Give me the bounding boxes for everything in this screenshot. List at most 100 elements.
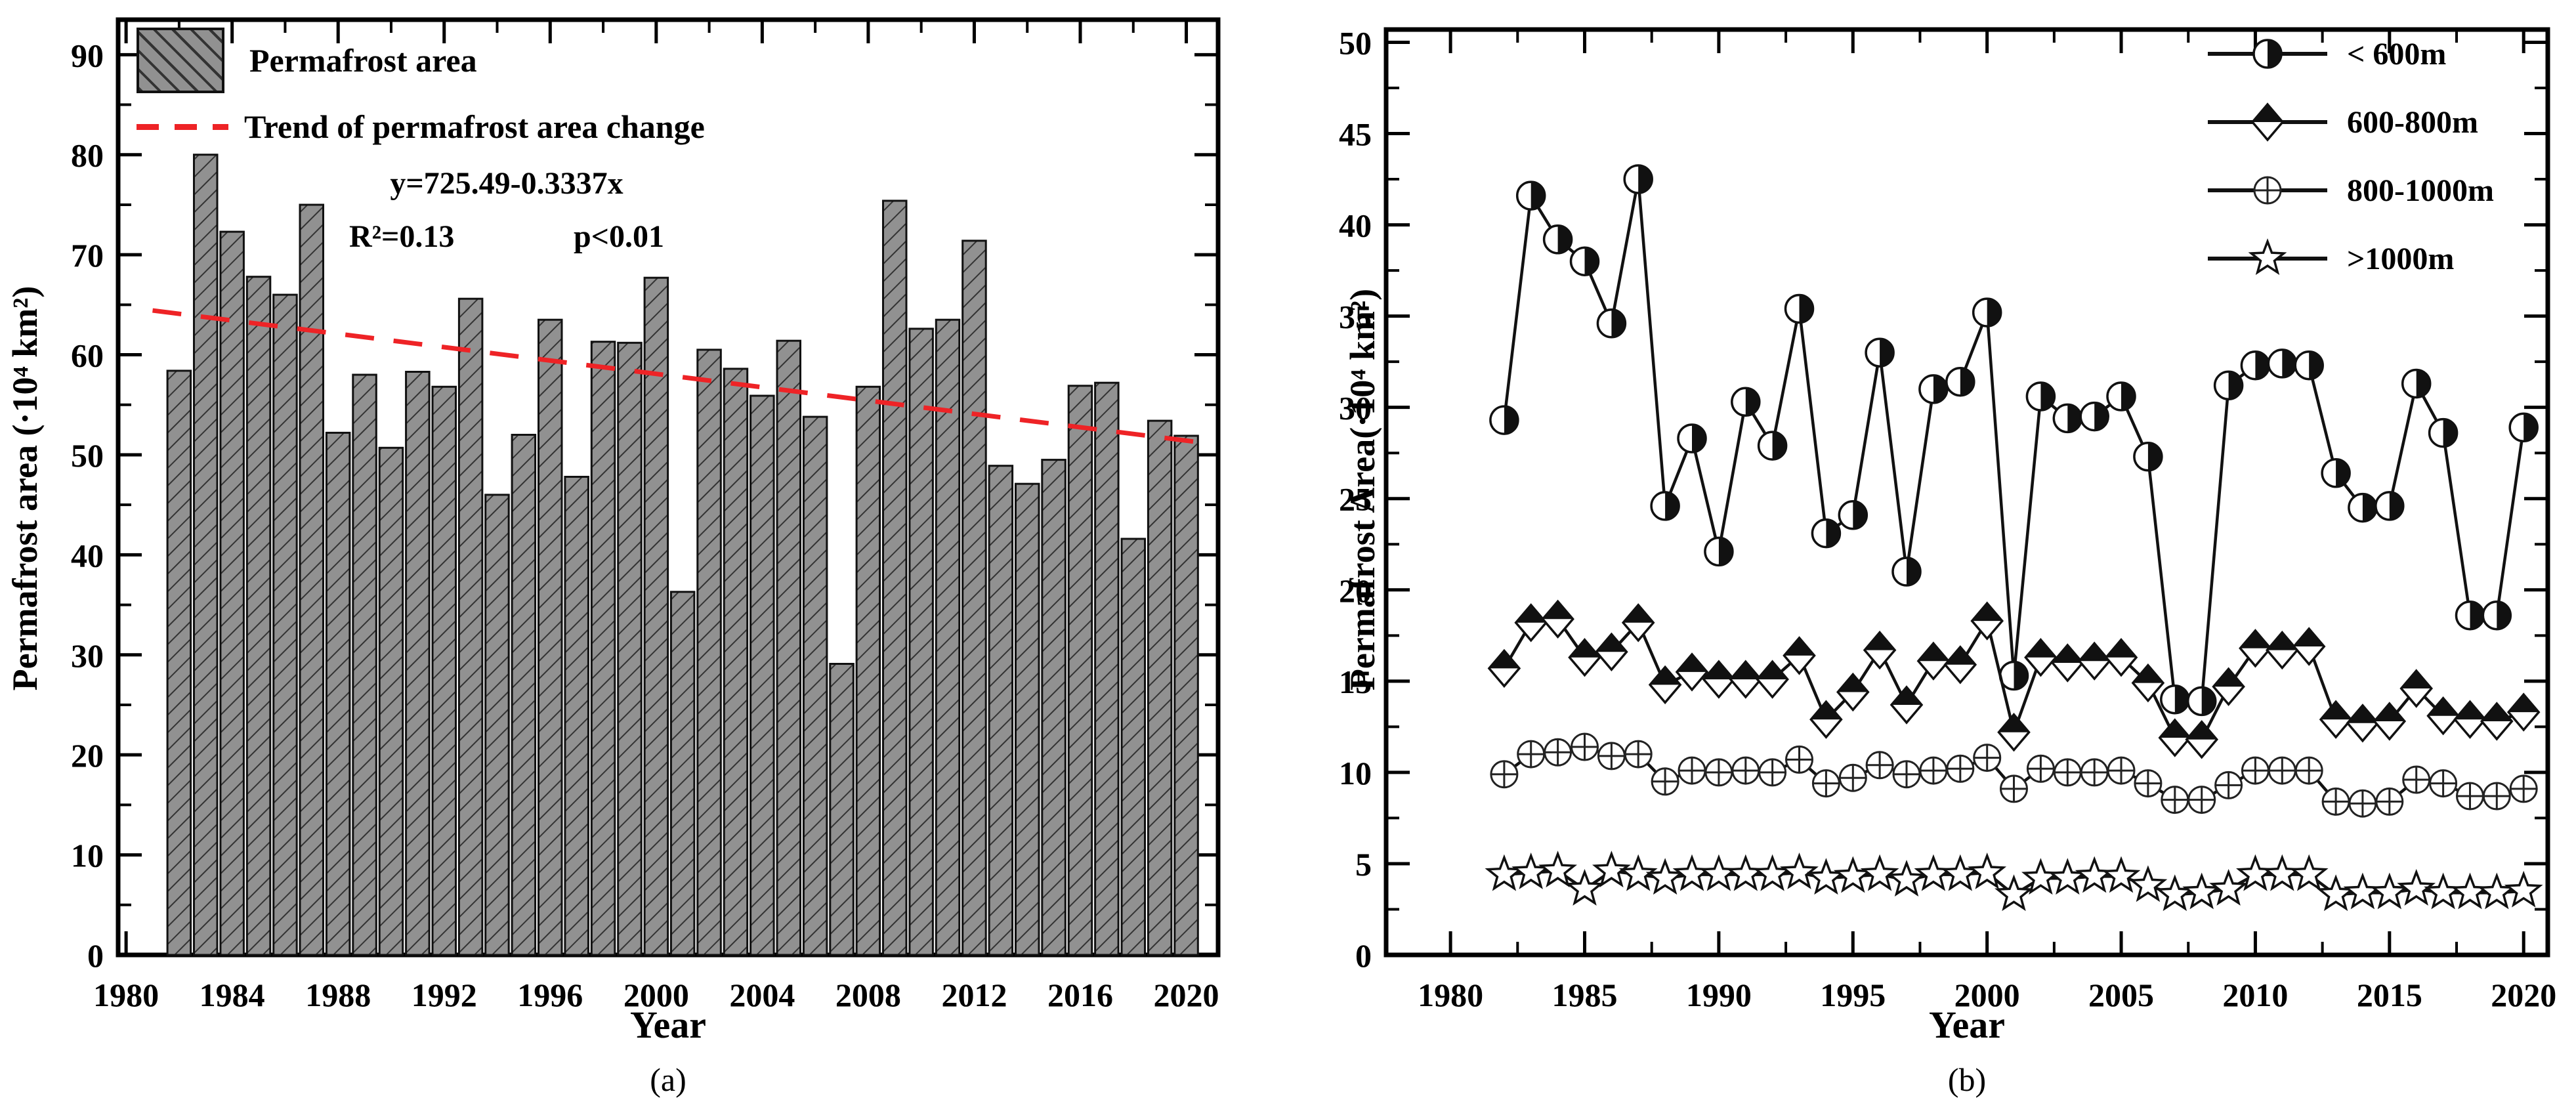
bar-year-2011 <box>935 318 961 956</box>
red-dashed-line-swatch <box>137 123 228 130</box>
bar-year-1992 <box>431 385 457 956</box>
legend-item-trend: Trend of permafrost area change <box>137 108 705 146</box>
x-tick-label: 2008 <box>835 977 901 1013</box>
x-tick-label: 1996 <box>517 977 583 1013</box>
bar-year-2008 <box>855 385 881 956</box>
bar-year-2016 <box>1067 385 1093 956</box>
bar-year-1997 <box>564 476 589 956</box>
equation-line: y=725.49-0.3337x <box>390 166 623 201</box>
caption-b: (b) <box>1947 1061 1987 1098</box>
line-series-1 <box>1487 599 2541 759</box>
x-tick-label: 2004 <box>729 977 795 1013</box>
y-tick-label: 20 <box>1339 572 1372 609</box>
legend-b: < 600m 600-800m 800-1000m >1000m <box>2205 33 2494 306</box>
legend-label: 600-800m <box>2347 104 2478 140</box>
bar-year-2017 <box>1094 381 1120 956</box>
line-series-3 <box>1485 851 2543 912</box>
half-filled-circle-icon <box>2208 39 2327 69</box>
bar-year-2007 <box>829 663 855 956</box>
bar-year-1989 <box>352 373 377 956</box>
bar-year-1986 <box>272 293 298 956</box>
x-axis-title-b: Year <box>1929 1003 2005 1046</box>
y-tick-label: 10 <box>1339 755 1372 792</box>
x-tick-label: 2020 <box>1154 977 1219 1013</box>
bar-year-2009 <box>882 200 908 956</box>
bar-year-2015 <box>1041 459 1066 956</box>
y-tick-label: 60 <box>71 337 104 374</box>
y-tick-label: 20 <box>71 737 104 774</box>
x-tick-label: 2016 <box>1047 977 1113 1013</box>
y-tick-label: 45 <box>1339 116 1372 153</box>
circle-plus-icon <box>2208 176 2327 205</box>
y-tick-label: 25 <box>1339 481 1372 518</box>
bar-year-2013 <box>988 465 1014 956</box>
x-tick-label: 1988 <box>305 977 371 1013</box>
line-series-2 <box>1490 732 2538 818</box>
bar-year-2002 <box>696 348 722 956</box>
bar-year-2018 <box>1120 538 1146 956</box>
y-tick-label: 90 <box>71 37 104 74</box>
bar-year-2005 <box>776 339 801 956</box>
bar-year-1998 <box>590 341 616 956</box>
bar-year-2006 <box>802 415 828 956</box>
bar-year-1994 <box>484 494 510 956</box>
legend-label: 800-1000m <box>2347 173 2494 208</box>
x-tick-label: 2012 <box>941 977 1007 1013</box>
x-tick-label: 2000 <box>1954 977 2020 1013</box>
y-tick-label: 80 <box>71 137 104 174</box>
bar-year-1995 <box>511 434 537 956</box>
y-tick-label: 35 <box>1339 299 1372 335</box>
x-tick-label: 1984 <box>200 977 265 1013</box>
x-tick-label: 1980 <box>1418 977 1483 1013</box>
legend-item-800-1000m: 800-1000m <box>2205 169 2494 211</box>
y-tick-label: 5 <box>1355 846 1372 883</box>
x-tick-label: 2005 <box>2088 977 2154 1013</box>
hatched-bar-swatch <box>137 28 224 93</box>
y-tick-label: 30 <box>71 637 104 674</box>
legend-label: Permafrost area <box>249 42 477 79</box>
y-tick-label: 40 <box>1339 207 1372 244</box>
x-tick-label: 2000 <box>623 977 689 1013</box>
legend-item-permafrost-area: Permafrost area <box>137 28 705 93</box>
y-axis-title-a: Permafrost area (·10⁴ km²) <box>5 285 45 691</box>
line-series-0 <box>1489 164 2539 717</box>
bar-year-2000 <box>643 276 669 956</box>
trend-line <box>152 308 1206 446</box>
x-tick-label: 1980 <box>93 977 159 1013</box>
axes: 1980 1985 1990 1995 2000 2005 2010 2015 20200510… <box>1339 24 2556 1013</box>
bar-year-2010 <box>908 327 934 956</box>
legend-item-gt1000m: >1000m <box>2205 238 2494 280</box>
legend-a: Permafrost area Trend of permafrost area… <box>137 28 705 160</box>
bar-year-2003 <box>723 368 749 956</box>
x-tick-label: 1985 <box>1552 977 1617 1013</box>
p-value: p<0.01 <box>573 219 664 254</box>
bar-year-1982 <box>166 369 192 956</box>
bar-year-1983 <box>193 154 219 956</box>
legend-label: Trend of permafrost area change <box>244 108 705 145</box>
y-tick-label: 30 <box>1339 390 1372 427</box>
legend-label: >1000m <box>2347 241 2455 276</box>
legend-item-lt600m: < 600m <box>2205 33 2494 75</box>
equation-stats: R²=0.13 p<0.01 <box>349 219 664 255</box>
bar-year-1993 <box>457 297 484 956</box>
bar-series <box>166 154 1199 956</box>
bar-year-1991 <box>405 371 431 956</box>
bar-year-1996 <box>538 318 563 956</box>
x-tick-label: 2020 <box>2491 977 2556 1013</box>
bar-year-2001 <box>669 591 696 956</box>
y-axis-title-b: Permafrost Area(·10⁴ km²) <box>1343 288 1382 691</box>
y-tick-label: 10 <box>71 837 104 874</box>
y-tick-label: 0 <box>87 937 104 974</box>
x-tick-label: 1990 <box>1686 977 1752 1013</box>
regression-equation: y=725.49-0.3337x R²=0.13 p<0.01 <box>349 165 664 255</box>
half-filled-diamond-icon <box>2208 102 2327 142</box>
bar-year-1988 <box>325 431 351 956</box>
open-star-icon <box>2208 238 2327 275</box>
legend-item-600-800m: 600-800m <box>2205 101 2494 143</box>
y-tick-label: 70 <box>71 237 104 274</box>
bar-year-1999 <box>617 341 643 956</box>
caption-a: (a) <box>650 1061 686 1098</box>
